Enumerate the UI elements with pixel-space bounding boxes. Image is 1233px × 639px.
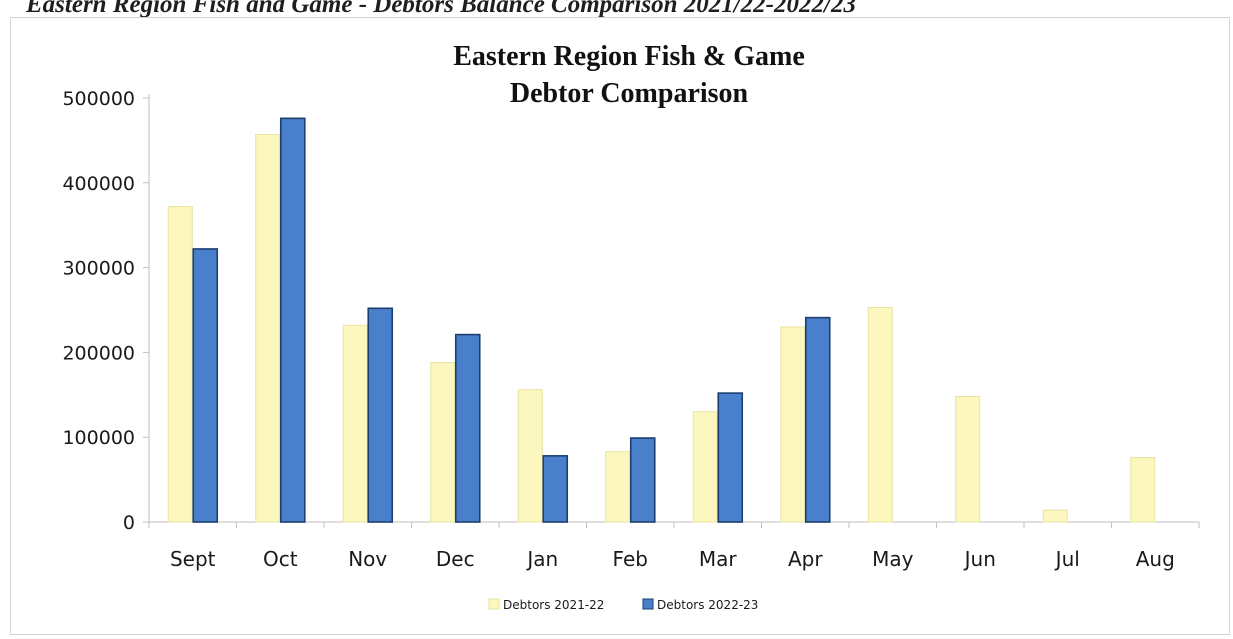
bar-debtors-2022-23 (717, 392, 744, 523)
x-category-label: Apr (788, 547, 823, 571)
x-category-label: Sept (170, 547, 216, 571)
legend-label: Debtors 2021-22 (503, 598, 604, 612)
chart-subtitle: Debtor Comparison (510, 78, 749, 109)
x-category-label: May (872, 547, 914, 571)
legend-label: Debtors 2022-23 (657, 598, 758, 612)
bar-debtors-2022-23 (542, 455, 569, 523)
x-category-label: Oct (263, 547, 298, 571)
y-tick-label: 100000 (62, 427, 135, 449)
x-category-label: Aug (1136, 547, 1175, 571)
bar-debtors-2021-22 (867, 306, 893, 523)
x-axis (148, 521, 1200, 528)
bar-debtors-2021-22 (692, 411, 718, 523)
chart-title: Eastern Region Fish & Game (453, 41, 805, 72)
legend-item-debtors-2022-23: Debtors 2022-23 (642, 598, 758, 612)
bar-debtors-2022-23 (454, 333, 481, 523)
legend-swatch (642, 598, 654, 610)
y-tick-label: 500000 (62, 88, 135, 110)
legend-swatch (488, 598, 500, 610)
y-tick-label: 200000 (62, 342, 135, 364)
bar-debtors-2021-22 (517, 389, 543, 523)
x-category-label: Nov (348, 547, 387, 571)
legend-item-debtors-2021-22: Debtors 2021-22 (488, 598, 604, 612)
bar-debtors-2021-22 (955, 395, 981, 523)
x-category-label: Mar (699, 547, 738, 571)
x-category-label: Dec (436, 547, 475, 571)
y-tick-label: 0 (123, 512, 135, 534)
x-category-label: Jul (1054, 547, 1080, 571)
document-heading: Eastern Region Fish and Game - Debtors B… (26, 0, 856, 18)
x-category-label: Jan (525, 547, 558, 571)
y-tick-label: 300000 (62, 258, 135, 280)
bar-debtors-2022-23 (367, 307, 394, 523)
bar-debtors-2021-22 (342, 324, 368, 523)
bars (167, 117, 1156, 523)
bar-debtors-2022-23 (629, 437, 656, 523)
debtor-comparison-chart: Eastern Region Fish & Game Debtor Compar… (62, 41, 1200, 612)
x-category-label: Jun (963, 547, 996, 571)
y-tick-label: 400000 (62, 173, 135, 195)
category-labels: Sept Oct Nov Dec Jan Feb Mar Apr May Jun Jul Aug (170, 547, 1175, 571)
bar-debtors-2021-22 (780, 326, 806, 523)
bar-debtors-2021-22 (255, 133, 281, 523)
bar-debtors-2021-22 (1130, 457, 1156, 523)
bar-debtors-2021-22 (167, 206, 193, 523)
bar-debtors-2021-22 (430, 362, 456, 523)
bar-debtors-2021-22 (1042, 509, 1068, 523)
bar-debtors-2021-22 (605, 451, 631, 523)
bar-debtors-2022-23 (279, 117, 306, 523)
x-category-label: Feb (613, 547, 648, 571)
bar-debtors-2022-23 (192, 248, 219, 523)
y-axis: 0 100000 200000 300000 400000 500000 (62, 88, 150, 534)
legend: Debtors 2021-22 Debtors 2022-23 (488, 598, 758, 612)
chart-frame: Eastern Region Fish & Game Debtor Compar… (10, 17, 1230, 635)
bar-debtors-2022-23 (804, 316, 831, 523)
